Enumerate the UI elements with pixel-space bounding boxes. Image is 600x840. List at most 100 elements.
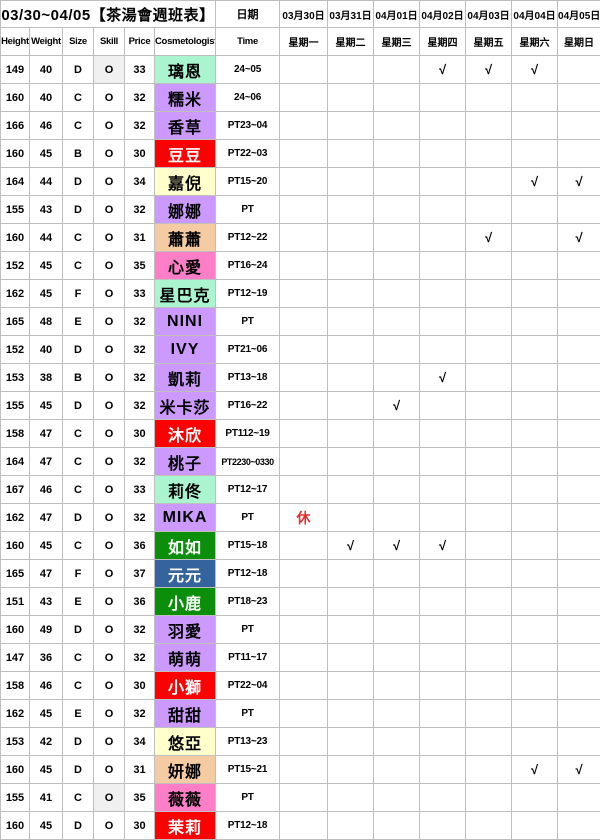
- height-cell: 160: [1, 812, 30, 840]
- time-cell: PT: [216, 308, 280, 336]
- empty-shift-cell: [512, 364, 558, 392]
- height-cell: 164: [1, 448, 30, 476]
- empty-shift-cell: [558, 392, 600, 420]
- weight-cell: 36: [30, 644, 63, 672]
- height-cell: 155: [1, 392, 30, 420]
- size-cell: D: [63, 392, 94, 420]
- size-cell: D: [63, 504, 94, 532]
- empty-shift-cell: [280, 644, 328, 672]
- height-cell: 153: [1, 364, 30, 392]
- empty-shift-cell: [466, 112, 512, 140]
- empty-shift-cell: [374, 756, 420, 784]
- empty-shift-cell: [328, 700, 374, 728]
- empty-shift-cell: [466, 560, 512, 588]
- empty-shift-cell: [328, 336, 374, 364]
- skill-cell: O: [94, 392, 125, 420]
- time-cell: PT23~04: [216, 112, 280, 140]
- empty-shift-cell: [512, 476, 558, 504]
- weight-cell: 45: [30, 532, 63, 560]
- empty-shift-cell: [558, 504, 600, 532]
- skill-cell: O: [94, 588, 125, 616]
- column-header-cosmetologist: Cosmetologist: [155, 28, 216, 56]
- check-mark-cell: √: [512, 168, 558, 196]
- price-cell: 33: [125, 280, 155, 308]
- empty-shift-cell: [374, 336, 420, 364]
- empty-shift-cell: [420, 84, 466, 112]
- price-cell: 34: [125, 728, 155, 756]
- empty-shift-cell: [280, 168, 328, 196]
- empty-shift-cell: [374, 812, 420, 840]
- weight-cell: 45: [30, 700, 63, 728]
- empty-shift-cell: [374, 364, 420, 392]
- cosmetologist-name-cell: 小鹿: [155, 588, 216, 616]
- empty-shift-cell: [280, 252, 328, 280]
- empty-shift-cell: [374, 112, 420, 140]
- empty-shift-cell: [420, 672, 466, 700]
- empty-shift-cell: [558, 280, 600, 308]
- empty-shift-cell: [328, 364, 374, 392]
- empty-shift-cell: [280, 308, 328, 336]
- empty-shift-cell: [374, 700, 420, 728]
- price-cell: 30: [125, 812, 155, 840]
- check-mark-cell: √: [512, 756, 558, 784]
- cosmetologist-name-cell: NINI: [155, 308, 216, 336]
- date-header: 03月30日: [280, 1, 328, 28]
- cosmetologist-name-cell: 糯米: [155, 84, 216, 112]
- empty-shift-cell: [374, 616, 420, 644]
- empty-shift-cell: [280, 56, 328, 84]
- empty-shift-cell: [512, 336, 558, 364]
- price-cell: 35: [125, 784, 155, 812]
- price-cell: 32: [125, 392, 155, 420]
- price-cell: 36: [125, 588, 155, 616]
- empty-shift-cell: [466, 392, 512, 420]
- empty-shift-cell: [328, 280, 374, 308]
- empty-shift-cell: [558, 560, 600, 588]
- empty-shift-cell: [280, 140, 328, 168]
- empty-shift-cell: [420, 308, 466, 336]
- size-cell: B: [63, 140, 94, 168]
- cosmetologist-name-cell: 璃恩: [155, 56, 216, 84]
- size-cell: B: [63, 364, 94, 392]
- empty-shift-cell: [512, 616, 558, 644]
- cosmetologist-name-cell: 香草: [155, 112, 216, 140]
- weight-cell: 43: [30, 588, 63, 616]
- cosmetologist-name-cell: 悠亞: [155, 728, 216, 756]
- price-cell: 37: [125, 560, 155, 588]
- empty-shift-cell: [512, 504, 558, 532]
- empty-shift-cell: [420, 560, 466, 588]
- skill-cell: O: [94, 784, 125, 812]
- empty-shift-cell: [374, 168, 420, 196]
- date-label: 日期: [216, 1, 280, 28]
- price-cell: 32: [125, 448, 155, 476]
- cosmetologist-name-cell: 羽愛: [155, 616, 216, 644]
- price-cell: 32: [125, 336, 155, 364]
- empty-shift-cell: [466, 364, 512, 392]
- height-cell: 166: [1, 112, 30, 140]
- cosmetologist-name-cell: 豆豆: [155, 140, 216, 168]
- time-cell: PT22~04: [216, 672, 280, 700]
- weight-cell: 45: [30, 252, 63, 280]
- time-cell: PT18~23: [216, 588, 280, 616]
- empty-shift-cell: [374, 672, 420, 700]
- empty-shift-cell: [512, 252, 558, 280]
- weekday-header: 星期三: [374, 28, 420, 56]
- date-header: 03月31日: [328, 1, 374, 28]
- time-cell: PT12~18: [216, 560, 280, 588]
- size-cell: E: [63, 700, 94, 728]
- height-cell: 153: [1, 728, 30, 756]
- empty-shift-cell: [374, 588, 420, 616]
- empty-shift-cell: [374, 504, 420, 532]
- empty-shift-cell: [280, 112, 328, 140]
- weight-cell: 46: [30, 476, 63, 504]
